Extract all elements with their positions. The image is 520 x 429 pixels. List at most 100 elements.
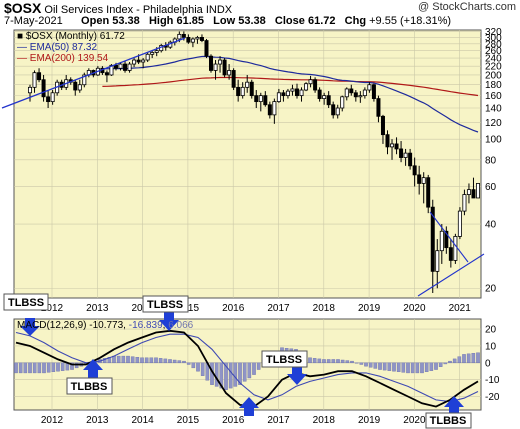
candle-body (104, 72, 109, 76)
histogram-bar (14, 362, 18, 374)
histogram-bar (378, 362, 382, 370)
low-value: 53.38 (238, 15, 266, 27)
histogram-bar (462, 354, 466, 364)
candle-body (145, 53, 150, 61)
candle-body (299, 89, 304, 97)
candle-body (335, 107, 340, 116)
histogram-bar (191, 362, 196, 369)
candle-body (82, 74, 87, 86)
histogram-bar (32, 362, 37, 374)
histogram-bar (448, 360, 452, 364)
chg-value: +9.55 (+18.31%) (369, 15, 452, 27)
candle-body (331, 104, 336, 116)
candle-body (444, 230, 449, 249)
ema50-line (102, 55, 479, 133)
candle-body (349, 88, 354, 94)
candle-body (73, 81, 78, 91)
candle-body (77, 84, 82, 91)
macd-y-tick-label: 10 (485, 341, 497, 352)
histogram-bar (214, 362, 219, 387)
candle-body (46, 96, 51, 103)
histogram-bar (466, 353, 471, 364)
close-value: 61.72 (307, 15, 336, 27)
low-label: Low (213, 15, 236, 27)
ohlc-line: 7-May-2021 Open 53.38 High 61.85 Low 53.… (4, 15, 451, 27)
callout-b: TLBSS (147, 299, 183, 311)
candle-body (249, 81, 254, 97)
macd-hist-value: 6.066 (168, 320, 194, 331)
wedge-lower-line (417, 253, 485, 297)
candle-body (426, 177, 431, 208)
candle-body (258, 95, 263, 103)
price-x-tick-label: 2020 (403, 303, 426, 314)
histogram-bar (438, 362, 443, 367)
open-value: 53.38 (112, 15, 140, 27)
histogram-bar (364, 362, 368, 367)
histogram-bar (56, 362, 60, 372)
candle-body (109, 64, 114, 76)
histogram-bar (51, 362, 56, 373)
histogram-bar (429, 362, 434, 371)
candle-body (353, 92, 358, 98)
candle-body (27, 86, 32, 94)
candle-body (285, 90, 290, 97)
candle-body (123, 63, 128, 71)
price-x-tick-label: 2018 (313, 303, 336, 314)
macd-x-tick-label: 2016 (222, 415, 245, 426)
candle-body (236, 86, 241, 97)
histogram-bar (331, 359, 336, 364)
candle-body (272, 101, 277, 116)
candle-body (322, 95, 327, 99)
candle-body (340, 96, 345, 109)
candle-body (213, 63, 218, 71)
callout-box-b (142, 295, 189, 313)
high-label: High (148, 15, 174, 27)
price-y-tick-label: 140 (485, 104, 502, 115)
candle-body (421, 177, 426, 184)
histogram-bar (163, 358, 168, 364)
price-y-tick-label: 20 (485, 284, 497, 295)
histogram-bar (396, 362, 401, 373)
candle-body (390, 143, 395, 148)
candle-body (367, 84, 372, 91)
histogram-bar (420, 362, 424, 374)
candle-body (371, 84, 376, 99)
close-label: Close (274, 15, 305, 27)
macd-x-tick-label: 2014 (131, 415, 154, 426)
price-x-tick-label: 2012 (41, 303, 64, 314)
macd-x-ticks: 2012201320142015201620172018201920202021 (41, 415, 471, 426)
candle-body (462, 194, 467, 212)
histogram-bar (434, 362, 438, 370)
histogram-bar (144, 357, 149, 364)
legend-price: ■ $OSX (Monthly) 61.72 (17, 31, 125, 42)
candle-body (453, 236, 458, 261)
candle-body (408, 152, 413, 167)
candle-body (294, 88, 299, 97)
histogram-bar (340, 359, 345, 364)
price-y-tick-label: 60 (485, 182, 497, 193)
uptrend-line (1, 37, 186, 109)
histogram-bar (452, 358, 457, 364)
candle-body (195, 37, 200, 40)
arrow-down-2017 (287, 367, 307, 385)
candle-body (186, 37, 191, 43)
candle-body (403, 152, 408, 158)
histogram-bar (392, 362, 396, 372)
candle-body (41, 79, 46, 98)
date: 7-May-2021 (4, 15, 63, 27)
candle-body (127, 63, 132, 71)
histogram-bar (322, 359, 326, 364)
histogram-bar (28, 362, 32, 374)
histogram-bar (60, 362, 65, 371)
candle-body (113, 64, 118, 69)
price-y-tick-label: 100 (485, 135, 502, 146)
candle-body (448, 247, 453, 261)
price-y-tick-label: 300 (485, 33, 502, 44)
macd-label: MACD(12,26,9) (17, 320, 90, 331)
histogram-bar (457, 356, 462, 364)
chg-label: Chg (344, 15, 367, 27)
symbol: $OSX (4, 0, 42, 16)
candle-body (50, 92, 55, 103)
histogram-bar (233, 362, 238, 387)
